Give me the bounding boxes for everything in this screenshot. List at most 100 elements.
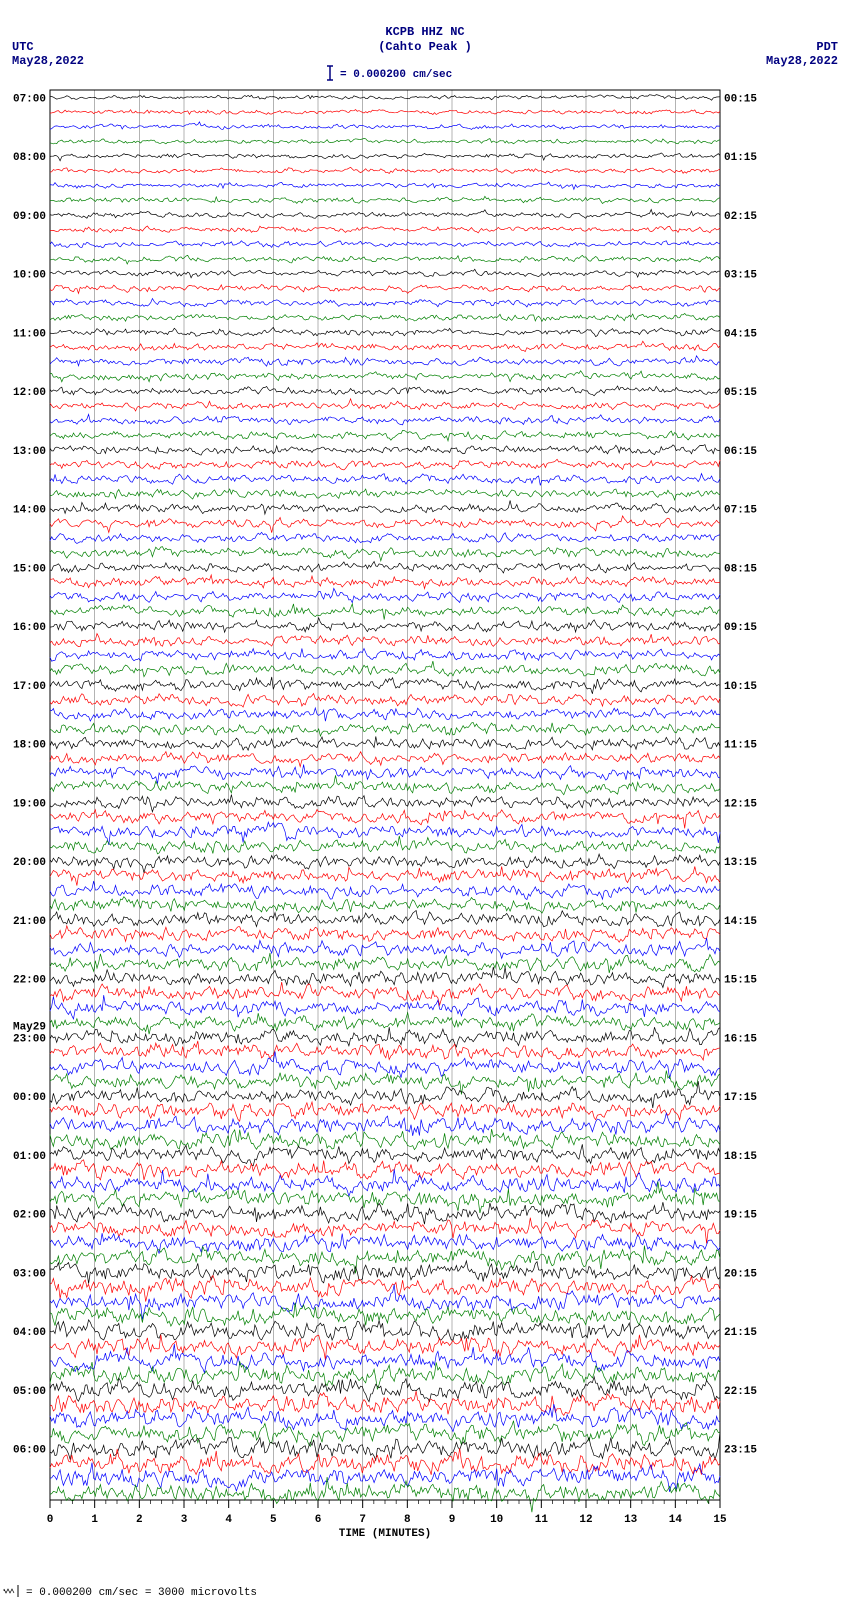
seismic-trace [50,1113,720,1136]
right-time-label: 08:15 [724,563,757,575]
seismic-trace [50,167,720,173]
plot-border [50,90,720,1500]
seismic-trace [50,1463,720,1492]
seismic-trace [50,677,720,694]
seismic-trace [50,255,720,264]
x-tick-label: 6 [315,1514,322,1526]
seismic-trace [50,854,720,873]
right-time-label: 16:15 [724,1033,757,1045]
seismic-trace [50,723,720,737]
seismic-trace [50,881,720,900]
seismic-trace [50,226,720,233]
seismic-trace [50,588,720,602]
right-time-label: 18:15 [724,1151,757,1163]
left-time-label: 06:00 [13,1445,46,1457]
x-tick-label: 0 [47,1514,54,1526]
seismic-trace [50,1071,720,1095]
seismic-trace [50,414,720,424]
left-time-label: 17:00 [13,681,46,693]
right-time-label: 07:15 [724,505,757,517]
seismic-trace [50,1160,720,1180]
seismic-trace [50,399,720,411]
right-time-label: 03:15 [724,270,757,282]
left-time-label: 18:00 [13,740,46,752]
seismic-trace [50,967,720,988]
x-tick-label: 14 [669,1514,683,1526]
left-time-label: 11:00 [13,328,46,340]
seismic-trace [50,562,720,574]
seismogram-container: KCPB HHZ NC(Cahto Peak )UTCMay28,2022PDT… [0,0,850,1613]
seismic-trace [50,1218,720,1244]
left-time-label: 03:00 [13,1268,46,1280]
right-time-label: 10:15 [724,681,757,693]
right-time-label: 13:15 [724,857,757,869]
left-time-label: 12:00 [13,387,46,399]
seismic-trace [50,1391,720,1415]
right-time-label: 12:15 [724,798,757,810]
left-time-label: 21:00 [13,916,46,928]
right-time-label: 22:15 [724,1386,757,1398]
left-time-label: 19:00 [13,798,46,810]
seismic-trace [50,430,720,440]
seismic-trace [50,752,720,767]
left-date-override: May29 [13,1021,46,1033]
seismic-trace [50,299,720,308]
seismic-trace [50,1477,720,1512]
seismic-trace [50,459,720,470]
seismic-trace [50,516,720,533]
seismic-trace [50,1320,720,1340]
left-time-label: 23:00 [13,1033,46,1045]
right-time-label: 00:15 [724,93,757,105]
seismic-trace [50,95,720,101]
seismic-trace [50,694,720,708]
seismic-trace [50,736,720,750]
left-time-label: 09:00 [13,211,46,223]
seismic-trace [50,210,720,219]
x-tick-label: 3 [181,1514,188,1526]
seismic-trace [50,1027,720,1047]
seismic-trace [50,897,720,913]
seismic-trace [50,1404,720,1431]
right-time-label: 04:15 [724,328,757,340]
x-tick-label: 5 [270,1514,277,1526]
right-time-label: 14:15 [724,916,757,928]
left-time-label: 20:00 [13,857,46,869]
seismic-trace [50,153,720,161]
seismic-trace [50,795,720,812]
left-time-label: 13:00 [13,446,46,458]
right-time-label: 15:15 [724,975,757,987]
seismic-trace [50,775,720,794]
seismic-trace [50,1013,720,1034]
seismic-trace [50,371,720,382]
seismic-trace [50,285,720,294]
left-time-label: 00:00 [13,1092,46,1104]
seismic-trace [50,953,720,973]
right-time-label: 23:15 [724,1445,757,1457]
right-time-label: 20:15 [724,1268,757,1280]
seismic-trace [50,532,720,543]
x-tick-label: 13 [624,1514,638,1526]
x-tick-label: 11 [535,1514,549,1526]
seismic-trace [50,648,720,661]
seismic-trace [50,341,720,351]
left-time-label: 14:00 [13,505,46,517]
seismic-trace [50,1129,720,1150]
seismic-trace [50,708,720,721]
seismic-trace [50,634,720,647]
x-tick-label: 9 [449,1514,456,1526]
left-date: May28,2022 [12,54,84,68]
left-time-label: 08:00 [13,152,46,164]
left-time-label: 22:00 [13,975,46,987]
seismic-trace [50,822,720,845]
right-date: May28,2022 [766,54,838,68]
left-time-label: 15:00 [13,563,46,575]
x-tick-label: 12 [579,1514,592,1526]
seismic-trace [50,139,720,144]
seismic-trace [50,836,720,854]
left-time-label: 02:00 [13,1210,46,1222]
right-time-label: 05:15 [724,387,757,399]
right-time-label: 06:15 [724,446,757,458]
seismic-trace [50,1102,720,1121]
footer-text: = 0.000200 cm/sec = 3000 microvolts [26,1587,257,1599]
right-time-label: 01:15 [724,152,757,164]
